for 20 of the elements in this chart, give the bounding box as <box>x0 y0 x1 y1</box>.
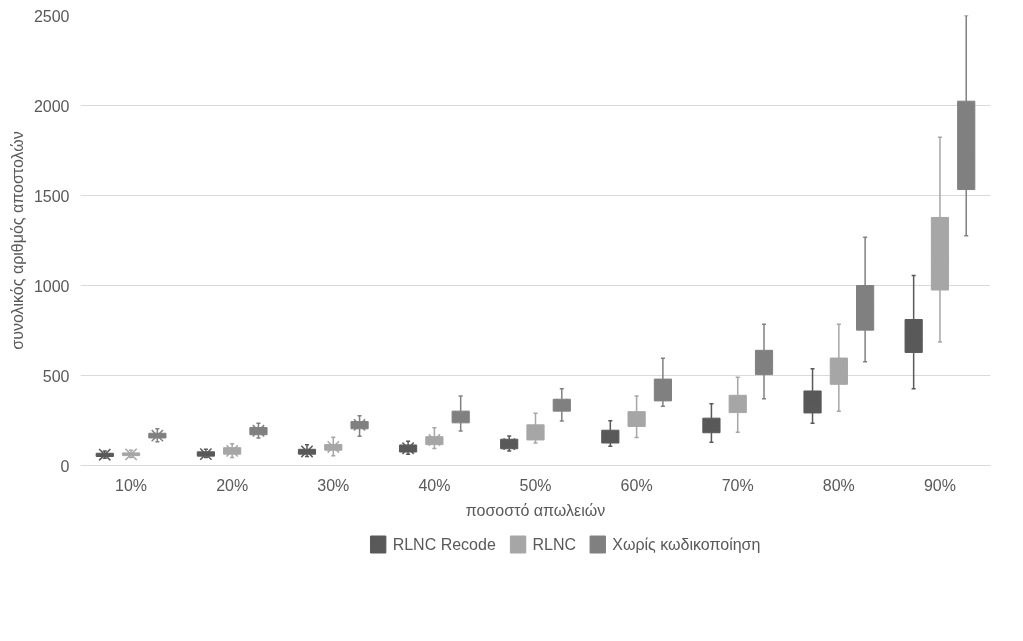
y-axis-title: συνολικός αριθμός αποστολών <box>8 131 26 350</box>
x-tick-label: 60% <box>620 476 653 494</box>
x-tick-label: 50% <box>519 476 552 494</box>
y-tick-label: 1000 <box>33 277 70 295</box>
x-tick-label: 70% <box>721 476 754 494</box>
y-tick-label: 2500 <box>33 7 70 25</box>
y-tick-label: 500 <box>42 367 70 385</box>
x-tick-label: 30% <box>317 476 350 494</box>
legend-label: Χωρίς κωδικοποίηση <box>612 536 761 553</box>
y-tick-label: 1500 <box>33 187 70 205</box>
y-tick-label: 2000 <box>33 97 70 115</box>
x-tick-label: 90% <box>923 476 956 494</box>
x-tick-label: 80% <box>822 476 855 494</box>
x-tick-label: 20% <box>216 476 249 494</box>
legend-label: RLNC Recode <box>392 536 496 553</box>
y-tick-label: 0 <box>60 457 70 475</box>
x-tick-label: 10% <box>115 476 148 494</box>
legend-label: RLNC <box>532 536 577 553</box>
x-tick-label: 40% <box>418 476 451 494</box>
x-axis-title: ποσοστό απωλειών <box>465 501 606 519</box>
